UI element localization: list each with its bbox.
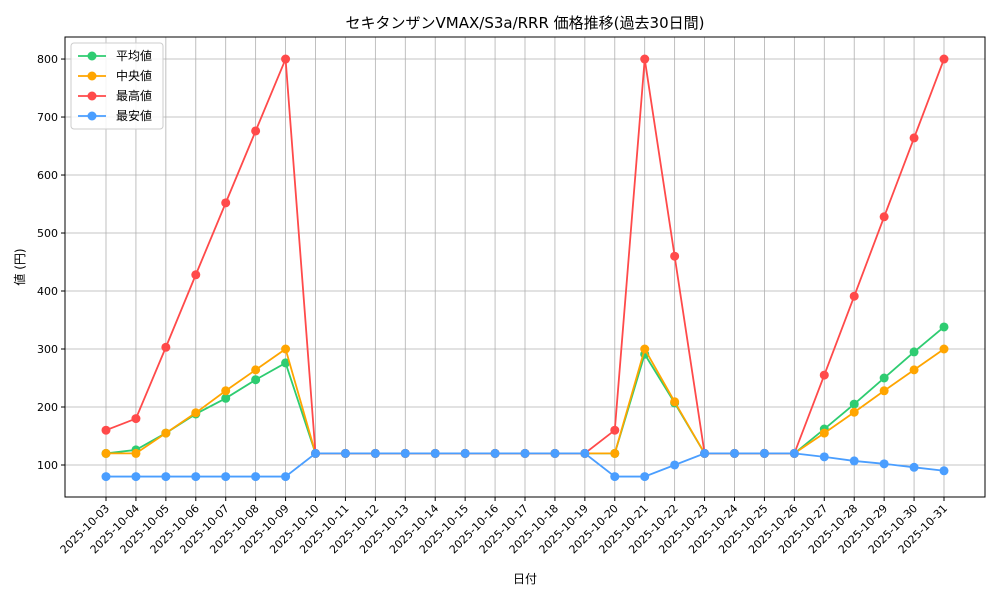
- data-point: [281, 344, 291, 354]
- grid: [65, 37, 985, 497]
- data-point: [819, 370, 829, 380]
- data-point: [849, 399, 859, 409]
- legend-marker: [87, 111, 97, 121]
- data-point: [131, 472, 141, 482]
- data-point: [251, 375, 261, 385]
- y-tick-label: 800: [37, 53, 58, 66]
- data-point: [879, 373, 889, 383]
- y-axis-label: 値 (円): [12, 248, 27, 285]
- data-point: [370, 448, 380, 458]
- data-point: [640, 472, 650, 482]
- data-point: [101, 472, 111, 482]
- data-point: [161, 428, 171, 438]
- data-point: [879, 212, 889, 222]
- legend-box: [70, 42, 164, 130]
- data-point: [909, 347, 919, 357]
- data-point: [281, 472, 291, 482]
- data-point: [909, 365, 919, 375]
- data-point: [191, 472, 201, 482]
- legend-label: 中央値: [116, 68, 152, 83]
- y-tick-label: 100: [37, 459, 58, 472]
- data-point: [191, 408, 201, 418]
- data-point: [879, 459, 889, 469]
- data-point: [580, 448, 590, 458]
- data-point: [610, 448, 620, 458]
- data-point: [251, 365, 261, 375]
- y-tick-label: 700: [37, 111, 58, 124]
- data-point: [700, 448, 710, 458]
- data-point: [550, 448, 560, 458]
- data-point: [520, 448, 530, 458]
- legend-marker: [87, 51, 97, 61]
- data-point: [131, 448, 141, 458]
- data-point: [430, 448, 440, 458]
- data-point: [400, 448, 410, 458]
- legend-label: 最安値: [116, 108, 152, 123]
- data-point: [670, 251, 680, 261]
- data-point: [939, 344, 949, 354]
- y-tick-label: 200: [37, 401, 58, 414]
- series-group: [101, 54, 949, 482]
- data-point: [939, 466, 949, 476]
- legend-label: 平均値: [116, 48, 152, 63]
- data-point: [819, 452, 829, 462]
- y-tick-label: 300: [37, 343, 58, 356]
- data-point: [490, 448, 500, 458]
- data-point: [281, 358, 291, 368]
- data-point: [221, 472, 231, 482]
- data-point: [670, 397, 680, 407]
- data-point: [939, 54, 949, 64]
- data-point: [789, 448, 799, 458]
- data-point: [819, 428, 829, 438]
- data-point: [849, 407, 859, 417]
- data-point: [879, 386, 889, 396]
- data-point: [849, 291, 859, 301]
- data-point: [221, 393, 231, 403]
- data-point: [221, 386, 231, 396]
- data-point: [311, 448, 320, 458]
- data-point: [251, 472, 261, 482]
- data-point: [610, 425, 620, 435]
- data-point: [909, 133, 919, 143]
- data-point: [939, 322, 949, 332]
- data-point: [460, 448, 470, 458]
- data-point: [670, 460, 680, 470]
- data-point: [221, 198, 231, 208]
- data-point: [759, 448, 769, 458]
- data-point: [610, 472, 620, 482]
- data-point: [191, 270, 201, 280]
- data-point: [849, 456, 859, 466]
- legend-marker: [87, 71, 97, 81]
- x-axis-label: 日付: [513, 572, 537, 586]
- y-axis: 100 200 300 400 500 600 700 800: [37, 53, 65, 472]
- chart-title: セキタンザンVMAX/S3a/RRR 価格推移(過去30日間): [346, 14, 705, 32]
- x-axis: 2025-10-032025-10-042025-10-052025-10-06…: [58, 497, 950, 556]
- data-point: [281, 54, 291, 64]
- y-tick-label: 400: [37, 285, 58, 298]
- data-point: [101, 448, 111, 458]
- y-tick-label: 600: [37, 169, 58, 182]
- data-point: [131, 414, 141, 424]
- data-point: [640, 344, 650, 354]
- data-point: [340, 448, 350, 458]
- legend-label: 最高値: [116, 88, 152, 103]
- y-tick-label: 500: [37, 227, 58, 240]
- data-point: [161, 342, 171, 352]
- data-point: [101, 425, 111, 435]
- data-point: [730, 448, 739, 458]
- data-point: [161, 472, 171, 482]
- data-point: [251, 126, 261, 136]
- data-point: [640, 54, 650, 64]
- data-point: [909, 462, 919, 472]
- legend-marker: [87, 91, 97, 101]
